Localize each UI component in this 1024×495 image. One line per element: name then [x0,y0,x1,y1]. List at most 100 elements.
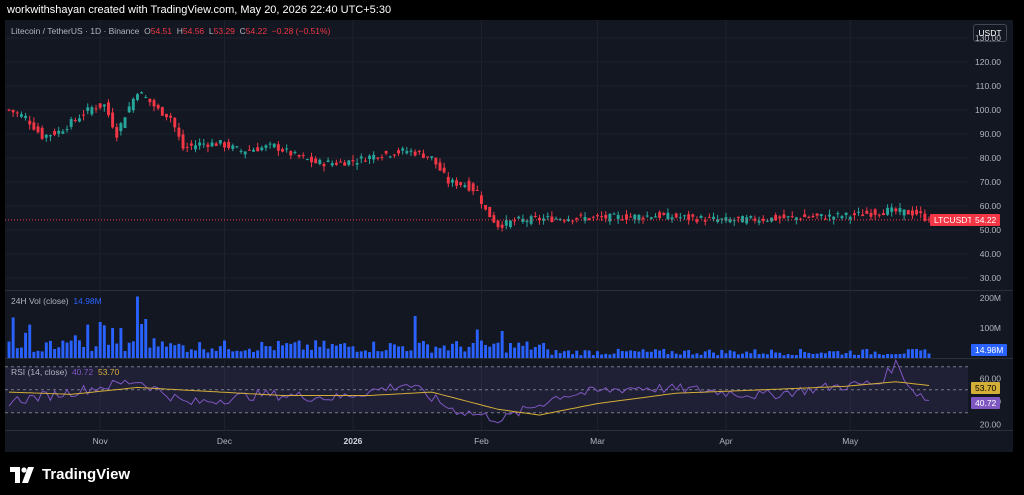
candle-body [749,215,753,218]
candle-body [347,160,351,165]
volume-bar [778,352,782,358]
price-tick-label: 80.00 [980,153,1002,163]
volume-bar [620,351,624,358]
volume-bar [857,354,860,358]
candle-body [753,218,757,221]
volume-bar [198,342,202,358]
volume-bar [177,343,181,358]
candle-body [214,143,218,146]
candle-body [902,209,906,216]
volume-legend[interactable]: 24H Vol (close) 14.98M [11,296,102,306]
candle-body [28,120,32,125]
candle-body [218,140,222,144]
volume-bar [98,322,102,358]
candle-body [550,216,554,222]
candle-body [517,216,521,219]
volume-bar [600,354,604,358]
volume-bar [699,354,703,358]
candle-body [778,216,782,219]
candle-body [281,149,284,152]
chart-frame[interactable]: 30.00 40.00 50.00 60.00 70.00 80.00 90.00 100.0… [5,20,1013,452]
candle-body [189,143,193,146]
volume-bar [828,351,831,358]
volume-bar [894,354,898,358]
candle-body [596,215,599,217]
rsi-tag: 40.72 [971,397,1001,409]
candle-body [799,218,802,220]
candle-body [223,142,226,148]
candle-body [73,120,77,122]
candle-body [662,213,666,215]
currency-button[interactable]: USDT [973,24,1007,42]
rsi-legend[interactable]: RSI (14, close) 40.72 53.70 [11,367,119,377]
time-axis-label: Apr [719,436,732,446]
volume-bar [210,348,214,358]
candle-body [421,153,425,158]
candle-body [886,207,890,215]
volume-bar [471,342,475,358]
candle-body [397,150,400,154]
volume-bar [670,351,674,358]
volume-bar [683,350,686,358]
candle-body [741,216,744,223]
tradingview-footer[interactable]: TradingView [10,466,130,483]
candle-body [434,157,438,165]
volume-bar [554,350,558,358]
volume-bar [94,346,98,358]
symbol-name[interactable]: Litecoin / TetherUS · 1D · Binance [11,26,140,36]
volume-bar [194,350,197,358]
candle-body [815,213,819,216]
volume-bar [351,346,355,358]
volume-bar [455,341,459,358]
volume-bar [604,353,608,358]
close-value: 54.22 [245,26,268,36]
candle-body [840,216,844,219]
volume-bar [119,328,123,358]
candle-body [148,98,152,103]
candle-body [484,204,488,210]
volume-bar [712,352,715,358]
chart-canvas[interactable]: 30.00 40.00 50.00 60.00 70.00 80.00 90.00 100.0… [5,20,1013,452]
volume-label[interactable]: 24H Vol (close) [11,296,69,306]
time-axis-label: 2026 [344,436,363,446]
volume-bar [189,349,193,358]
volume-bar [687,350,691,358]
candle-body [334,162,338,165]
candle-body [616,214,620,220]
volume-bar [330,343,334,358]
candle-body [276,144,280,151]
candle-body [247,149,251,151]
rsi-label[interactable]: RSI (14, close) [11,367,68,377]
candle-body [629,216,633,218]
candle-body [496,220,500,228]
symbol-legend[interactable]: Litecoin / TetherUS · 1D · Binance O54.5… [11,26,330,36]
volume-bar [450,343,454,358]
candle-body [376,157,380,159]
volume-bar [612,353,616,358]
volume-bar [770,349,773,358]
volume-bar [757,354,761,358]
volume-bar [774,352,778,358]
volume-bar [438,348,442,358]
candle-body [844,212,848,216]
volume-bar [264,346,268,358]
candle-body [811,215,815,218]
candle-body [687,214,691,220]
rsi-ma-value: 53.70 [97,367,120,377]
volume-bar [869,354,873,358]
volume-bar [148,347,152,358]
candle-body [243,151,247,155]
candle-body [894,208,898,212]
volume-bar [533,347,537,358]
volume-bar [641,349,645,358]
candle-body [363,160,367,162]
volume-bar [131,341,135,358]
volume-bar [231,351,235,358]
candle-body [716,219,720,222]
candle-body [857,211,860,213]
volume-bar [57,347,61,358]
volume-bar [832,351,836,358]
volume-bar [724,353,728,358]
candle-body [736,216,740,219]
candle-body [152,100,156,107]
